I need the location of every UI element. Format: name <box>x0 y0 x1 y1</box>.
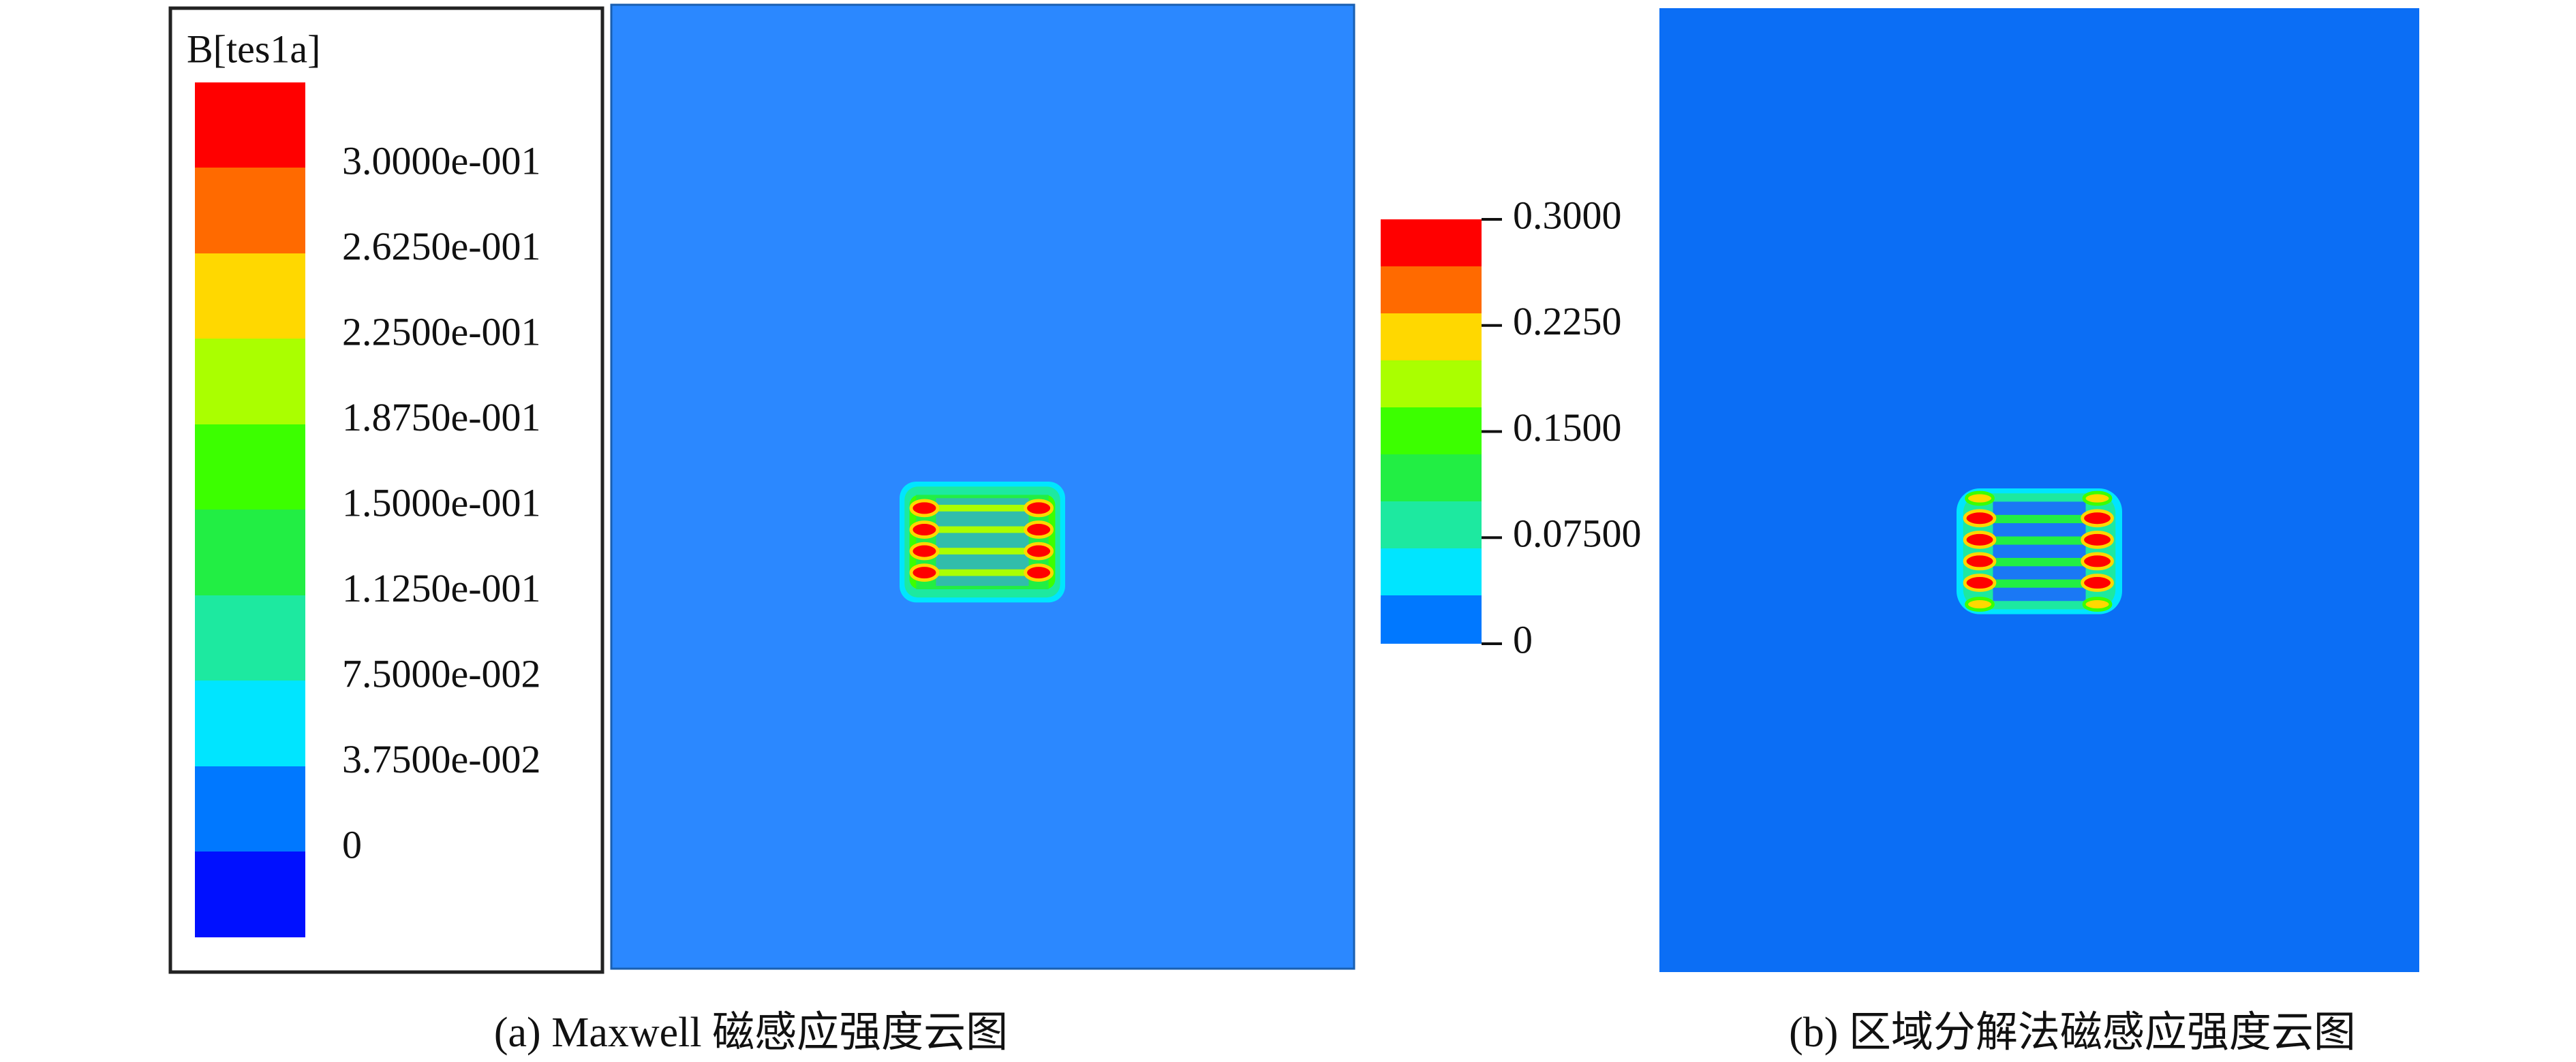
colorbar-label: 0.3000 <box>1513 193 1622 237</box>
colorbar-label: 0.07500 <box>1513 512 1642 556</box>
legend-label: 1.8750e-001 <box>342 395 541 439</box>
legend-title: B[tes1a] <box>187 27 321 71</box>
legend-label: 2.2500e-001 <box>342 309 541 354</box>
legend-swatches <box>195 82 305 937</box>
colorbar-label: 0.1500 <box>1513 405 1622 450</box>
legend-label: 7.5000e-002 <box>342 651 541 696</box>
legend-label: 1.1250e-001 <box>342 566 541 610</box>
caption-a: (a) Maxwell 磁感应强度云图 <box>494 1010 1008 1056</box>
field-hotspot-a <box>900 482 1065 602</box>
colorbar <box>1381 219 1482 644</box>
legend-label: 3.7500e-002 <box>342 737 541 781</box>
colorbar-label: 0 <box>1513 617 1533 661</box>
caption-b: (b) 区域分解法磁感应强度云图 <box>1789 1010 2356 1056</box>
legend-label: 1.5000e-001 <box>342 480 541 525</box>
legend-label: 3.0000e-001 <box>342 138 541 183</box>
legend-label: 0 <box>342 822 362 866</box>
colorbar-label: 0.2250 <box>1513 299 1622 343</box>
legend-label: 2.6250e-001 <box>342 224 541 268</box>
field-hotspot-b <box>1957 488 2122 614</box>
